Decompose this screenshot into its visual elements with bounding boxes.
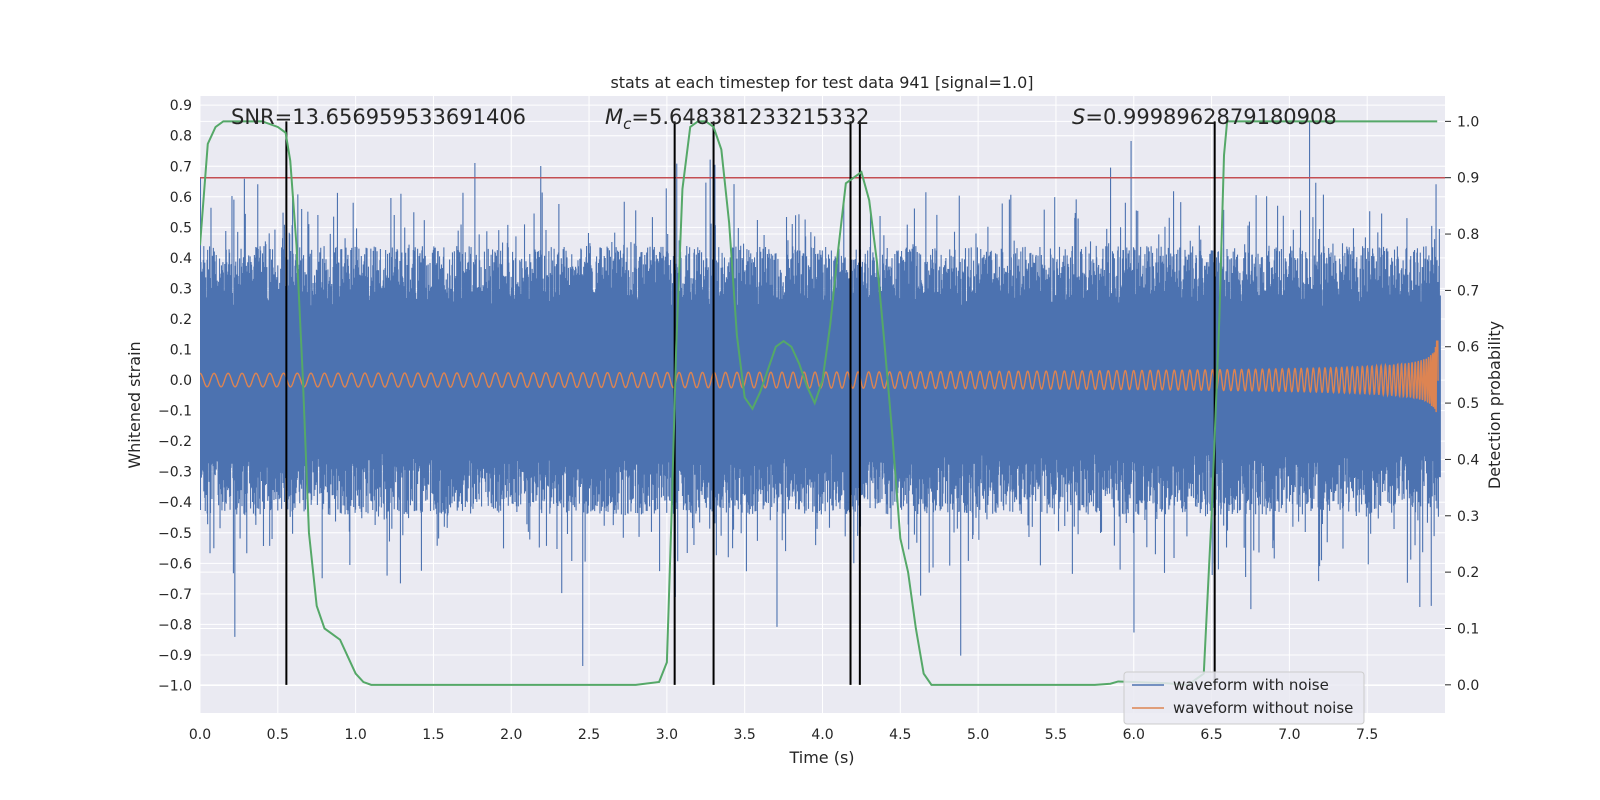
legend: waveform with noise waveform without noi… xyxy=(1123,671,1365,725)
x-tick-label: 5.0 xyxy=(967,727,989,743)
y2-tick-labels: 1.0 0.9 0.8 0.7 0.6 0.5 0.4 0.3 0.2 0.1 0.0 xyxy=(1445,114,1479,694)
y2-tick-label: 1.0 xyxy=(1457,114,1479,130)
y-tick-label: −0.5 xyxy=(158,526,192,542)
clean-waveform-line xyxy=(200,340,1439,413)
x-tick-label: 0.0 xyxy=(189,727,211,743)
s-symbol: S xyxy=(1072,105,1085,129)
x-tick-labels: 0.0 0.5 1.0 1.5 2.0 2.5 3.0 3.5 4.0 4.5 5.0 5.5 6.0 6… xyxy=(189,727,1378,743)
x-tick-label: 1.0 xyxy=(344,727,366,743)
detection-probability-line xyxy=(200,120,1438,686)
x-tick-label: 3.0 xyxy=(656,727,678,743)
y-axis-label: Whitened strain xyxy=(125,341,144,468)
legend-label-clean: waveform without noise xyxy=(1173,699,1353,717)
y-tick-label: 0.2 xyxy=(170,312,192,328)
y-tick-label: 0.0 xyxy=(170,373,192,389)
x-tick-label: 6.5 xyxy=(1200,727,1222,743)
y2-tick-label: 0.6 xyxy=(1457,340,1479,356)
y2-tick-label: 0.5 xyxy=(1457,396,1479,412)
y-tick-label: 0.8 xyxy=(170,129,192,145)
y2-axis-label: Detection probability xyxy=(1485,321,1504,489)
s-value: =0.9998962879180908 xyxy=(1085,105,1336,129)
x-tick-label: 4.0 xyxy=(811,727,833,743)
y-tick-label: −0.1 xyxy=(158,404,192,420)
y2-tick-label: 0.1 xyxy=(1457,621,1479,637)
x-tick-label: 2.0 xyxy=(500,727,522,743)
legend-box xyxy=(1123,671,1365,725)
y2-tick-label: 0.8 xyxy=(1457,227,1479,243)
y-tick-labels: 0.9 0.8 0.7 0.6 0.5 0.4 0.3 0.2 0.1 0.0 −0.1 −0.2 −0… xyxy=(158,98,192,694)
x-tick-label: 1.5 xyxy=(422,727,444,743)
legend-label-noise: waveform with noise xyxy=(1173,676,1329,694)
chirp-mass-value: =5.648381233215332 xyxy=(631,105,869,129)
chirp-mass-symbol: M xyxy=(605,105,623,129)
series-layer xyxy=(200,120,1445,686)
y-tick-label: −0.3 xyxy=(158,465,192,481)
x-tick-label: 7.0 xyxy=(1278,727,1300,743)
y-tick-label: 0.4 xyxy=(170,251,192,267)
x-tick-label: 2.5 xyxy=(578,727,600,743)
y2-tick-label: 0.0 xyxy=(1457,678,1479,694)
x-tick-label: 0.5 xyxy=(267,727,289,743)
y2-tick-label: 0.9 xyxy=(1457,171,1479,187)
y2-tick-label: 0.3 xyxy=(1457,509,1479,525)
y-tick-label: 0.5 xyxy=(170,220,192,236)
y-tick-label: 0.1 xyxy=(170,343,192,359)
x-tick-label: 6.0 xyxy=(1123,727,1145,743)
y2-tick-label: 0.2 xyxy=(1457,565,1479,581)
y-tick-label: −0.9 xyxy=(158,648,192,664)
y-tick-label: −0.8 xyxy=(158,617,192,633)
y-tick-label: −1.0 xyxy=(158,679,192,695)
x-tick-label: 7.5 xyxy=(1356,727,1378,743)
chirp-mass-annotation: Mc=5.648381233215332 xyxy=(605,105,869,133)
x-tick-label: 4.5 xyxy=(889,727,911,743)
y-tick-label: 0.9 xyxy=(170,98,192,114)
y-tick-label: 0.7 xyxy=(170,159,192,175)
y2-tick-label: 0.7 xyxy=(1457,283,1479,299)
chart-title: stats at each timestep for test data 941… xyxy=(610,73,1033,92)
y-tick-label: −0.6 xyxy=(158,556,192,572)
snr-annotation: SNR=13.656959533691406 xyxy=(231,105,526,129)
x-tick-label: 3.5 xyxy=(734,727,756,743)
y-tick-label: −0.7 xyxy=(158,587,192,603)
s-annotation: S=0.9998962879180908 xyxy=(1072,105,1337,129)
y-tick-label: 0.3 xyxy=(170,281,192,297)
x-axis-label: Time (s) xyxy=(788,748,854,767)
y-tick-label: −0.4 xyxy=(158,495,192,511)
y2-tick-label: 0.4 xyxy=(1457,452,1479,468)
x-tick-label: 5.5 xyxy=(1045,727,1067,743)
y-tick-label: −0.2 xyxy=(158,434,192,450)
y-tick-label: 0.6 xyxy=(170,190,192,206)
chirp-mass-subscript: c xyxy=(623,115,632,133)
